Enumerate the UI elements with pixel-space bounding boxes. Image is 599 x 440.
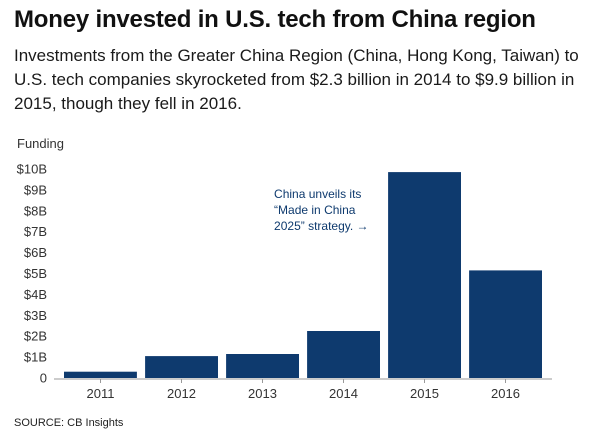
- annotation-line: China unveils its: [274, 187, 361, 201]
- x-tick-label: 2015: [410, 386, 439, 401]
- x-tick-label: 2011: [87, 386, 115, 401]
- y-tick-label: $10B: [17, 162, 47, 177]
- y-tick-label: $2B: [24, 329, 47, 344]
- y-tick-label: $3B: [24, 308, 47, 323]
- bar-chart: Funding 0 $1B $2B $3B $4B $5B $6B $7B $8B $9B $10B…: [17, 136, 552, 401]
- y-tick-label: 0: [40, 371, 47, 386]
- y-axis-label: Funding: [17, 136, 64, 151]
- annotation-line: “Made in China: [274, 203, 356, 217]
- x-tick-label: 2016: [491, 386, 520, 401]
- annotation-line: 2025” strategy. →: [274, 219, 369, 233]
- y-tick-label: $7B: [24, 224, 47, 239]
- y-tick-label: $4B: [24, 287, 47, 302]
- chart-title: Money invested in U.S. tech from China r…: [14, 6, 536, 33]
- bar-2016: [469, 270, 542, 378]
- bar-2013: [226, 354, 299, 378]
- bar-2012: [145, 356, 218, 378]
- x-tick-label: 2013: [248, 386, 277, 401]
- bar-2015: [388, 172, 461, 378]
- y-tick-label: $5B: [24, 266, 47, 281]
- bars: [64, 172, 542, 378]
- bar-2011: [64, 371, 137, 378]
- x-axis-ticks: 2011 2012 2013 2014 2015 2016: [87, 379, 520, 401]
- x-tick-label: 2014: [329, 386, 358, 401]
- annotation-2015: China unveils its “Made in China 2025” str…: [274, 187, 369, 233]
- y-tick-label: $1B: [24, 350, 47, 365]
- y-axis-ticks: 0 $1B $2B $3B $4B $5B $6B $7B $8B $9B $10B: [17, 162, 47, 386]
- y-tick-label: $8B: [24, 203, 47, 218]
- bar-2014: [307, 331, 380, 378]
- source-note: SOURCE: CB Insights: [14, 417, 124, 429]
- x-tick-label: 2012: [167, 386, 196, 401]
- y-tick-label: $6B: [24, 245, 47, 260]
- y-tick-label: $9B: [24, 182, 47, 197]
- chart-subtitle: Investments from the Greater China Regio…: [14, 46, 579, 113]
